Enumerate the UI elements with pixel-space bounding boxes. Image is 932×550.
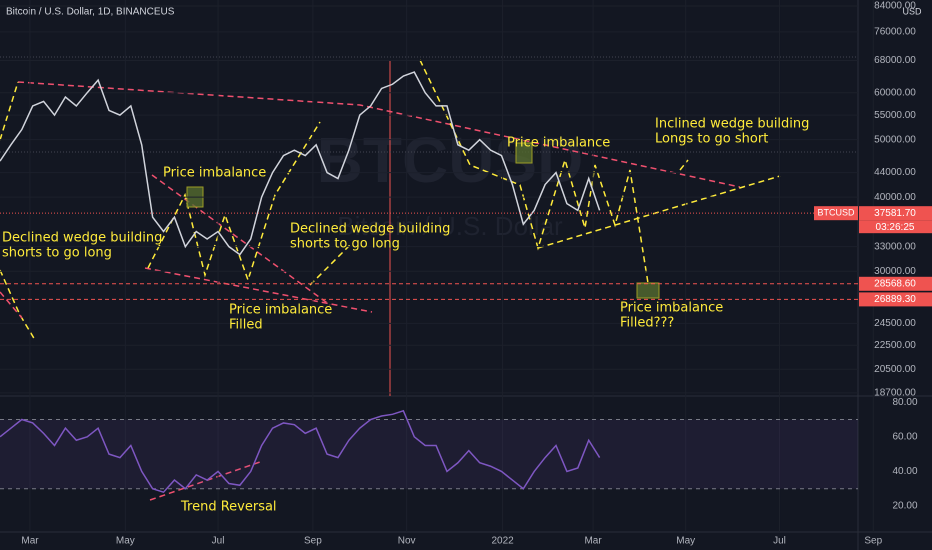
x-tick-label: Nov bbox=[398, 536, 416, 547]
x-tick-label: Sep bbox=[864, 536, 882, 547]
header-title: Bitcoin / U.S. Dollar, 1D, BINANCEUS bbox=[6, 7, 175, 18]
rsi-tick-label: 40.00 bbox=[892, 466, 917, 477]
annotation: Price imbalance bbox=[507, 136, 610, 151]
annotation: Price imbalance bbox=[163, 166, 266, 181]
annotation: Price imbalance bbox=[620, 301, 723, 316]
annotation: Filled??? bbox=[620, 316, 674, 331]
rsi-tick-label: 60.00 bbox=[892, 431, 917, 442]
trend-line bbox=[17, 81, 741, 188]
x-tick-label: Mar bbox=[584, 536, 602, 547]
x-tick-label: Sep bbox=[304, 536, 322, 547]
rsi-tick-label: 20.00 bbox=[892, 501, 917, 512]
symbol-tag bbox=[814, 206, 858, 221]
annotation: shorts to go long bbox=[2, 246, 112, 261]
annotation: Filled bbox=[229, 318, 263, 333]
path bbox=[679, 159, 689, 171]
price-tag-label: 28568.60 bbox=[874, 278, 916, 289]
countdown-label: 03:26:25 bbox=[876, 222, 915, 233]
watermark-symbol: BTCUSD bbox=[317, 124, 584, 196]
path bbox=[0, 291, 23, 319]
annotation: Trend Reversal bbox=[180, 500, 277, 515]
y-tick-label: 84000.00 bbox=[874, 1, 916, 12]
y-tick-label: 68000.00 bbox=[874, 55, 916, 66]
price-tag bbox=[859, 206, 932, 221]
trend-line bbox=[144, 267, 373, 313]
y-tick-label: 76000.00 bbox=[874, 26, 916, 37]
rsi-band bbox=[0, 419, 858, 489]
annotation: Declined wedge building bbox=[290, 222, 450, 237]
price-line bbox=[0, 71, 601, 256]
y-tick-label: 30000.00 bbox=[874, 266, 916, 277]
x-tick-label: Jul bbox=[773, 536, 786, 547]
annotation: Price imbalance bbox=[229, 303, 332, 318]
price-tag-label: 37581.70 bbox=[874, 208, 916, 219]
x-tick-label: 2022 bbox=[491, 536, 514, 547]
imbalance-box bbox=[636, 282, 660, 299]
y-tick-label: 33000.00 bbox=[874, 241, 916, 252]
x-tick-label: Jul bbox=[212, 536, 225, 547]
y-tick-label: 40000.00 bbox=[874, 192, 916, 203]
price-tag bbox=[859, 276, 932, 291]
y-tick-label: 55000.00 bbox=[874, 110, 916, 121]
x-tick-label: Mar bbox=[21, 536, 39, 547]
y-tick-label: 60000.00 bbox=[874, 87, 916, 98]
price-tag-label: 26889.30 bbox=[874, 294, 916, 305]
annotation: Longs to go short bbox=[655, 132, 768, 147]
x-tick-label: May bbox=[116, 536, 135, 547]
watermark-name: Bitcoin / U.S. Dollar bbox=[337, 211, 563, 241]
rsi-tick-label: 80.00 bbox=[892, 397, 917, 408]
path bbox=[147, 121, 321, 283]
price-tag bbox=[859, 292, 932, 307]
x-tick-label: May bbox=[676, 536, 695, 547]
annotation: Declined wedge building bbox=[2, 231, 162, 246]
currency: USD bbox=[902, 6, 922, 16]
path bbox=[0, 81, 19, 141]
y-tick-label: 44000.00 bbox=[874, 167, 916, 178]
y-tick-label: 24500.00 bbox=[874, 318, 916, 329]
trend-line bbox=[537, 175, 781, 249]
y-tick-label: 50000.00 bbox=[874, 134, 916, 145]
countdown-tag bbox=[859, 220, 932, 234]
symbol-label: BTCUSD bbox=[817, 208, 855, 218]
trend-line bbox=[151, 174, 331, 306]
y-tick-label: 18700.00 bbox=[874, 388, 916, 399]
annotation: Inclined wedge building bbox=[655, 117, 809, 132]
y-tick-label: 22500.00 bbox=[874, 340, 916, 351]
imbalance-box bbox=[515, 142, 533, 164]
y-tick-label: 20500.00 bbox=[874, 364, 916, 375]
annotation: shorts to go long bbox=[290, 237, 400, 252]
rsi-line bbox=[0, 409, 601, 494]
